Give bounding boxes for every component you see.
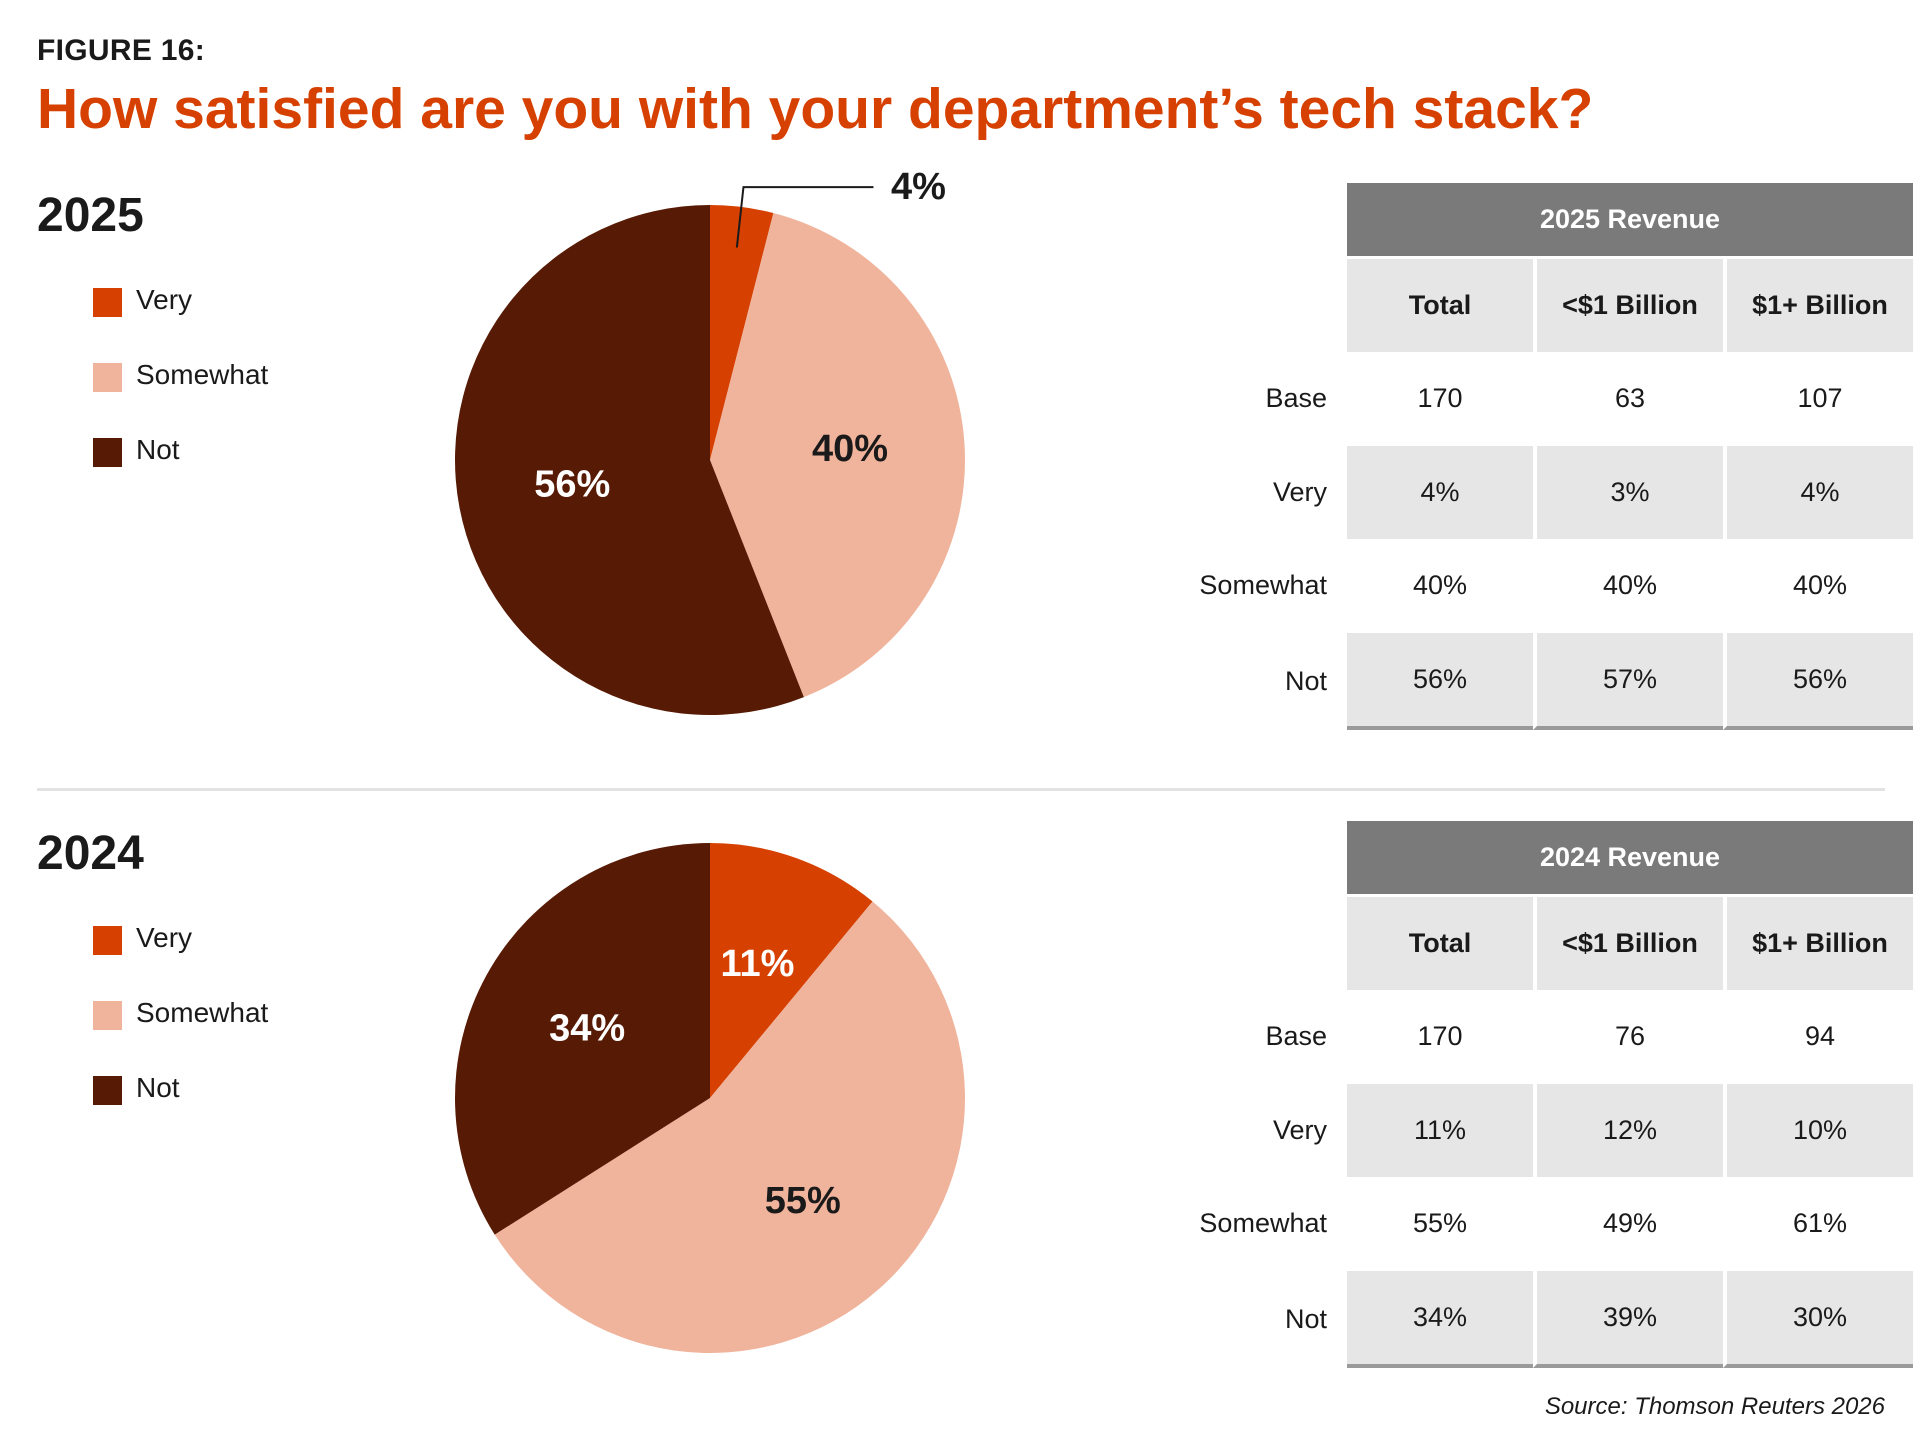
table-row: Somewhat 55% 49% 61% — [1142, 1177, 1913, 1270]
table-cell: 11% — [1347, 1083, 1533, 1177]
legend-swatch — [93, 438, 122, 467]
table-cell: 56% — [1723, 632, 1913, 730]
legend-swatch — [93, 1001, 122, 1030]
legend-label: Somewhat — [136, 997, 269, 1028]
pie-slice-somewhat — [710, 213, 965, 698]
legend-swatch — [93, 926, 122, 955]
column-header: <$1 Billion — [1533, 894, 1723, 990]
pie-slice-not — [455, 843, 710, 1235]
table-cell: 107 — [1723, 352, 1913, 445]
row-label: Somewhat — [1199, 570, 1327, 600]
table-cell: 39% — [1533, 1270, 1723, 1368]
table-title: 2025 Revenue — [1347, 183, 1913, 256]
pie-data-label: 11% — [721, 943, 795, 985]
table-row: Very 4% 3% 4% — [1142, 445, 1913, 539]
column-header: $1+ Billion — [1723, 256, 1913, 352]
legend-swatch — [93, 288, 122, 317]
table-cell: 63 — [1533, 352, 1723, 445]
column-header: Total — [1347, 894, 1533, 990]
pie-data-label: 40% — [812, 428, 888, 470]
pie-chart-2024: 11% 55% 34% — [455, 843, 965, 1353]
row-label: Not — [1284, 1303, 1327, 1334]
pie-slice-somewhat — [494, 901, 965, 1353]
table-cell: 40% — [1723, 539, 1913, 632]
table-cell: 12% — [1533, 1083, 1723, 1177]
section-2024: 2024 Very Somewhat Not 11% 55% 34% 2024 Re… — [0, 818, 1920, 1418]
chart-title: How satisfied are you with your departme… — [37, 77, 1594, 141]
legend-label: Not — [136, 434, 180, 465]
table-cell: 40% — [1412, 570, 1468, 600]
pie-slice-very — [710, 843, 873, 1098]
pie-slice-very — [710, 205, 774, 460]
legend-label: Somewhat — [136, 359, 269, 390]
column-header: <$1 Billion — [1533, 256, 1723, 352]
legend-swatch — [93, 363, 122, 392]
row-label: Not — [1284, 665, 1327, 696]
table-row: Base 170 63 107 — [1142, 352, 1913, 445]
table-row: Not 56% 57% 56% — [1142, 632, 1913, 730]
table-cell: 34% — [1347, 1270, 1533, 1368]
table-cell: 40% — [1533, 539, 1723, 632]
table-cell: 4% — [1723, 445, 1913, 539]
legend-label: Very — [136, 284, 193, 315]
table-row: Not 34% 39% 30% — [1142, 1270, 1913, 1368]
pie-slice-not — [455, 204, 804, 715]
column-header: $1+ Billion — [1723, 894, 1913, 990]
figure-label: FIGURE 16: — [37, 34, 206, 67]
pie-data-label: 4% — [891, 166, 946, 208]
pie-data-label: 55% — [765, 1180, 841, 1222]
table-cell: 57% — [1533, 632, 1723, 730]
year-title: 2024 — [37, 827, 144, 880]
table-cell: 170 — [1417, 1021, 1463, 1051]
table-cell: 76 — [1533, 990, 1723, 1083]
table-cell: 170 — [1417, 383, 1463, 413]
pie-data-label: 56% — [534, 463, 610, 505]
row-label: Somewhat — [1199, 1208, 1327, 1238]
section-2025: 2025 Very Somewhat Not 4% 40% 56% 2025 Rev… — [0, 166, 1920, 780]
revenue-table-2024: 2024 Revenue Total <$1 Billion $1+ Billi… — [1142, 821, 1913, 1368]
table-cell: 30% — [1723, 1270, 1913, 1368]
row-label: Base — [1265, 1021, 1327, 1051]
table-cell: 10% — [1723, 1083, 1913, 1177]
row-label: Base — [1265, 383, 1327, 413]
table-row: Somewhat 40% 40% 40% — [1142, 539, 1913, 632]
pie-data-label: 34% — [549, 1007, 625, 1049]
table-row: Very 11% 12% 10% — [1142, 1083, 1913, 1177]
row-label: Very — [1272, 476, 1327, 507]
legend-label: Not — [136, 1072, 180, 1103]
table-cell: 3% — [1533, 445, 1723, 539]
pie-chart-2025: 4% 40% 56% — [455, 166, 965, 715]
table-cell: 49% — [1533, 1177, 1723, 1270]
table-cell: 4% — [1347, 445, 1533, 539]
table-cell: 56% — [1347, 632, 1533, 730]
table-cell: 94 — [1723, 990, 1913, 1083]
source-note: Source: Thomson Reuters 2026 — [1544, 1393, 1885, 1420]
year-title: 2025 — [37, 189, 144, 242]
revenue-table-2025: 2025 Revenue Total <$1 Billion $1+ Billi… — [1142, 183, 1913, 730]
leader-line — [735, 186, 874, 248]
row-label: Very — [1272, 1114, 1327, 1145]
legend-label: Very — [136, 922, 193, 953]
table-row: Base 170 76 94 — [1142, 990, 1913, 1083]
legend-swatch — [93, 1076, 122, 1105]
table-cell: 61% — [1723, 1177, 1913, 1270]
column-header: Total — [1347, 256, 1533, 352]
section-divider — [37, 788, 1885, 791]
table-cell: 55% — [1412, 1208, 1468, 1238]
table-title: 2024 Revenue — [1347, 821, 1913, 894]
